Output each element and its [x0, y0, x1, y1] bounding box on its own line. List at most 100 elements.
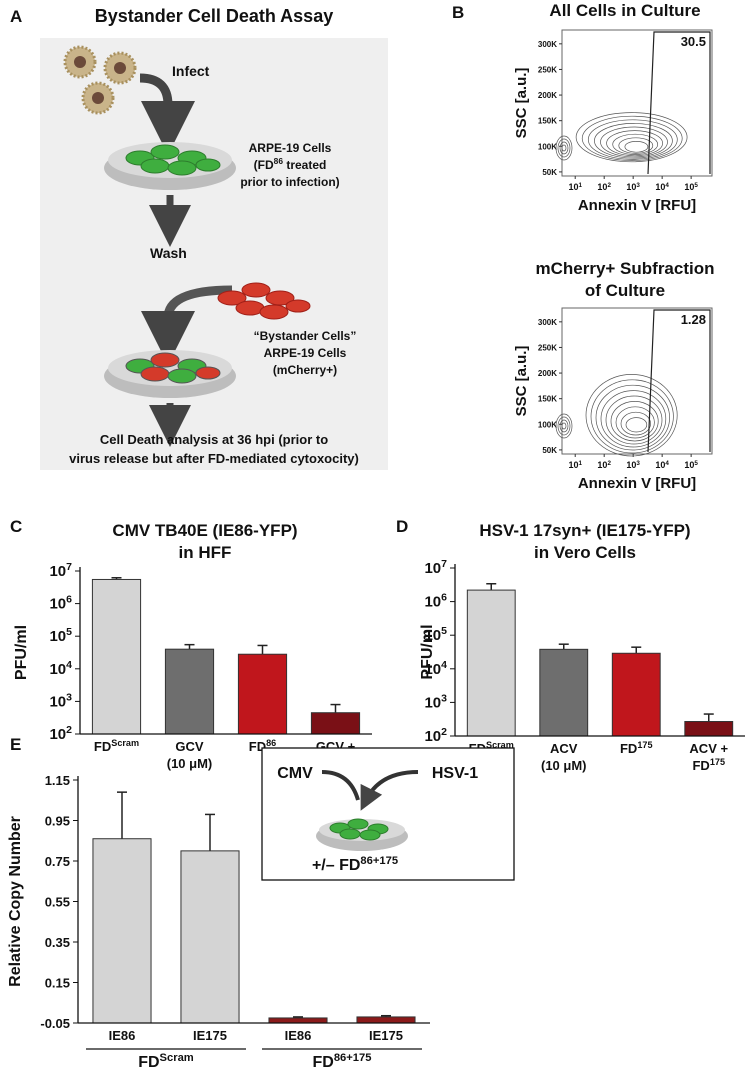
superscript: Scram [160, 1052, 194, 1064]
panel-letter: E [10, 735, 21, 754]
text-part: 10 [424, 694, 441, 711]
contour [557, 416, 571, 436]
y-tick-label: 50K [542, 446, 557, 455]
arrow [321, 770, 360, 801]
text-part: 100K [538, 142, 557, 151]
mixed-cells [125, 352, 221, 384]
contour [624, 141, 649, 153]
text-part: 10 [568, 460, 578, 470]
superscript: 5 [694, 460, 698, 467]
plot-title: All Cells in Culture [549, 1, 700, 20]
contour [555, 413, 573, 439]
text-part: FD [138, 1054, 159, 1070]
superscript: 4 [665, 182, 669, 189]
y-tick-label: 150K [538, 117, 557, 126]
y-tick-label: 150K [538, 395, 557, 404]
contour [590, 379, 674, 454]
superscript: 4 [665, 460, 669, 467]
contour [620, 411, 651, 436]
bar [91, 578, 142, 735]
text-part: 10 [49, 628, 66, 645]
y-tick-label: 200K [538, 369, 557, 378]
superscript: 3 [441, 692, 447, 704]
contour [600, 390, 667, 448]
text-part: 10 [49, 693, 66, 710]
y-tick-label: 106 [424, 592, 447, 611]
y-tick-label: 0.15 [45, 976, 70, 991]
green-cell [339, 828, 361, 840]
contour [606, 130, 663, 157]
red-cells [217, 282, 311, 320]
contour [612, 133, 659, 155]
plot-title: of Culture [585, 281, 665, 300]
text-part: 10 [684, 182, 694, 192]
gate-value: 30.5 [681, 34, 706, 49]
y-tick-label: 103 [49, 691, 72, 710]
contour [559, 419, 569, 433]
panel-title: Bystander Cell Death Assay [95, 6, 333, 26]
contour [615, 406, 655, 439]
x-tick-label: FDScram [94, 738, 139, 754]
bar [180, 850, 240, 1024]
x-tick-label: 101 [568, 182, 582, 193]
group-label: FDScram [138, 1052, 194, 1070]
superscript: 1 [578, 182, 582, 189]
superscript: 86 [266, 738, 276, 748]
contour [600, 126, 668, 158]
text-part: FD [313, 1054, 334, 1070]
superscript: Scram [486, 740, 514, 750]
label: virus release but after FD-mediated cyto… [69, 451, 359, 466]
contour [605, 395, 663, 445]
contour [625, 417, 648, 433]
plot-frame [561, 29, 713, 177]
superscript: 86+175 [334, 1052, 372, 1064]
x-tick-label: 102 [597, 182, 611, 193]
text-part: 300K [538, 318, 557, 327]
y-tick-label: 106 [49, 594, 72, 613]
text-part: 10 [424, 560, 441, 577]
label: Infect [172, 63, 210, 79]
contour [581, 115, 683, 161]
x-tick-label: IE175 [193, 1028, 227, 1043]
superscript: 6 [66, 594, 72, 606]
y-axis-label: SSC [a.u.] [513, 68, 530, 139]
contour [561, 144, 567, 152]
text-part: 10 [49, 726, 66, 743]
text-part: 300K [538, 40, 557, 49]
x-tick-label: 103 [626, 460, 640, 471]
superscript: 7 [66, 561, 72, 573]
superscript: 5 [694, 182, 698, 189]
arrow [141, 285, 233, 365]
y-tick-label: 0.95 [45, 814, 70, 829]
label: (FD86 treated [254, 156, 327, 172]
label: (mCherry+) [273, 363, 337, 377]
y-tick-label: 104 [49, 659, 72, 678]
contour [555, 135, 573, 161]
panel-a-art [40, 38, 388, 470]
text-part: FD [94, 739, 111, 754]
contour [585, 374, 678, 457]
text-part: 10 [424, 661, 441, 678]
y-tick-label: 250K [538, 65, 557, 74]
text-part: 250K [538, 343, 557, 352]
virus-cores [74, 56, 126, 104]
green-cell [347, 818, 369, 830]
text-part: 10 [684, 460, 694, 470]
gate-value: 1.28 [681, 312, 706, 327]
text-part: FD [692, 758, 709, 773]
x-tick-label: 102 [597, 460, 611, 471]
superscript: 86 [274, 156, 284, 166]
superscript: 4 [66, 659, 72, 671]
superscript: 2 [607, 460, 611, 467]
text-part: 10 [49, 596, 66, 613]
text-part: 10 [49, 661, 66, 678]
text-part: 200K [538, 369, 557, 378]
x-tick-label: IE86 [109, 1028, 136, 1043]
bar [310, 712, 361, 735]
x-tick-label: 103 [626, 182, 640, 193]
text-part: 10 [49, 563, 66, 580]
superscript: 175 [710, 757, 725, 767]
superscript: 5 [441, 625, 447, 637]
text-part: 10 [568, 182, 578, 192]
